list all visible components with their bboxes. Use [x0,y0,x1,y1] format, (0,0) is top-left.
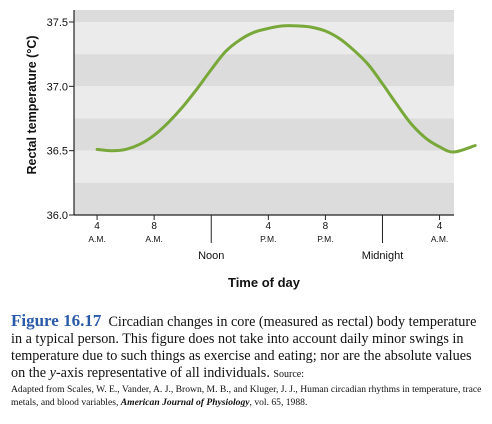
source-citation: Adapted from Scales, W. E., Vander, A. J… [11,384,483,409]
time-markers: Noon Midnight [198,215,403,262]
y-axis-label: Rectal temperature (°C) [25,35,39,174]
x-tick-label: 4 [94,221,100,232]
series-lines [95,24,477,154]
x-axis-ticks: 4 A.M. 8 A.M. 4 P.M. 8 P.M. 4 A.M. [88,215,448,244]
figure-label: Figure 16.17 [11,311,102,330]
x-tick-sublabel: A.M. [145,234,162,244]
grid-band [74,150,454,183]
grid-band [74,118,454,151]
x-tick-label: 4 [437,221,443,232]
grid-band [74,54,454,87]
grid-band [74,182,454,215]
grid-band [74,10,454,22]
temperature-chart: 37.5 37.0 36.5 36.0 4 A.M. 8 A.M. 4 P.M. 8 P.M. 4 A.… [25,10,477,290]
x-tick-label: 8 [323,221,329,232]
marker-label: Noon [198,250,224,262]
y-tick-label: 36.0 [47,210,68,222]
x-tick-sublabel: P.M. [317,234,333,244]
caption-text: Circadian changes in core (measured as r… [11,314,477,381]
marker-label: Midnight [362,250,404,262]
x-axis-label: Time of day [228,275,301,290]
x-tick-label: 8 [151,221,157,232]
y-tick-label: 37.5 [47,17,68,29]
source-label: Source: [273,369,304,380]
y-axis-ticks: 37.5 37.0 36.5 36.0 [47,17,74,222]
x-tick-sublabel: P.M. [260,234,276,244]
grid-band [74,22,454,55]
y-tick-label: 37.0 [47,81,68,93]
temperature-series-line [95,24,477,154]
y-tick-label: 36.5 [47,146,68,158]
source-end: , vol. 65, 1988. [249,396,308,408]
journal-name: American Journal of Physiology [120,396,250,408]
caption-axis-ref: y [49,365,56,381]
caption-text-after: -axis representative of all individuals. [55,365,270,381]
figure-caption: Figure 16.17 Circadian changes in core (… [11,312,483,409]
grid-band [74,86,454,119]
x-tick-sublabel: A.M. [88,234,105,244]
x-tick-label: 4 [266,221,272,232]
x-tick-sublabel: A.M. [431,234,448,244]
source-text: Adapted from Scales, W. E., Vander, A. J… [11,384,482,408]
background-bands [73,10,454,216]
